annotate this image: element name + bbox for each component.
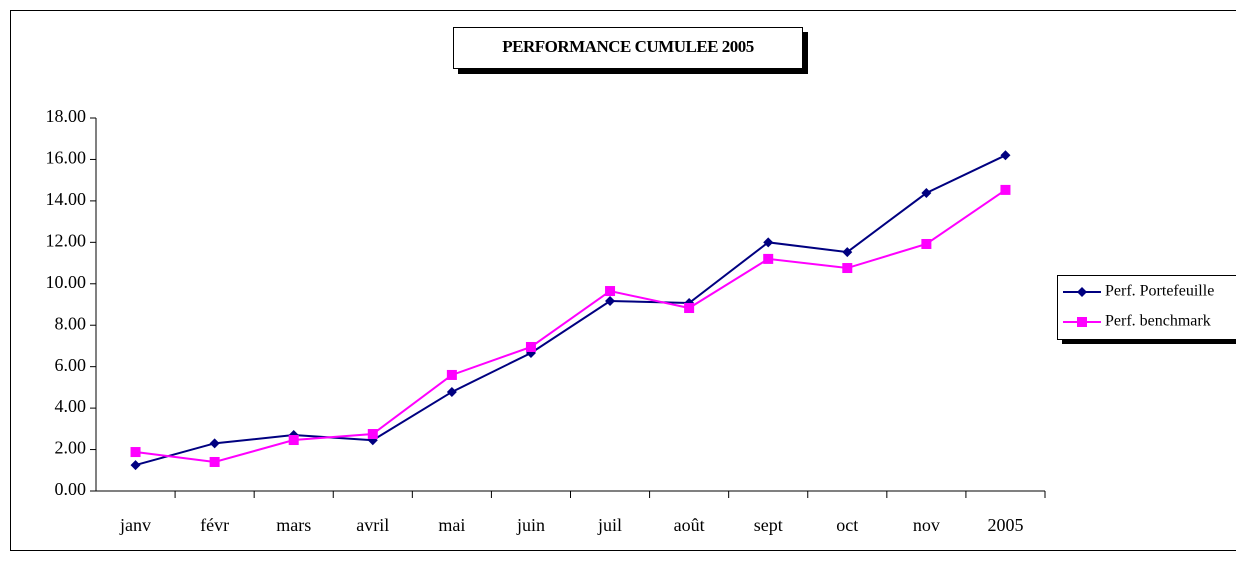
x-tick-label: août: [674, 515, 705, 535]
y-tick-label: 6.00: [55, 355, 87, 375]
point: [368, 429, 378, 439]
point: [684, 303, 694, 313]
point: [1000, 185, 1010, 195]
x-tick-label: nov: [913, 515, 940, 535]
point: [921, 239, 931, 249]
chart-title: PERFORMANCE CUMULEE 2005: [502, 37, 754, 56]
y-tick-label: 2.00: [55, 438, 87, 458]
y-tick-label: 4.00: [55, 396, 87, 416]
y-tick-label: 10.00: [46, 272, 87, 292]
x-tick-label: janv: [119, 515, 151, 535]
y-tick-label: 0.00: [55, 479, 87, 499]
chart-border: [11, 11, 1236, 551]
point: [842, 263, 852, 273]
x-tick-label: 2005: [987, 515, 1023, 535]
legend-marker: [1077, 317, 1087, 327]
x-tick-label: oct: [836, 515, 858, 535]
point: [447, 370, 457, 380]
point: [526, 342, 536, 352]
legend-label: Perf. Portefeuille: [1105, 283, 1214, 300]
y-tick-label: 14.00: [46, 189, 87, 209]
x-tick-label: juin: [516, 515, 545, 535]
point: [210, 457, 220, 467]
point: [605, 286, 615, 296]
point: [131, 447, 141, 457]
x-tick-label: mai: [438, 515, 465, 535]
y-tick-label: 8.00: [55, 313, 87, 333]
x-tick-label: mars: [276, 515, 311, 535]
x-tick-label: sept: [754, 515, 783, 535]
x-tick-label: juil: [597, 515, 622, 535]
x-tick-label: avril: [356, 515, 389, 535]
y-tick-label: 18.00: [46, 106, 87, 126]
point: [763, 254, 773, 264]
point: [289, 435, 299, 445]
y-tick-label: 12.00: [46, 230, 87, 250]
y-tick-label: 16.00: [46, 148, 87, 168]
legend-label: Perf. benchmark: [1105, 313, 1211, 330]
x-tick-label: févr: [200, 515, 229, 535]
